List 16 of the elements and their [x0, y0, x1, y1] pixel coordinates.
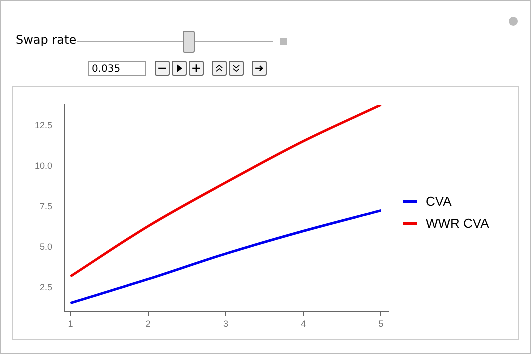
y-tick-label: 7.5 — [40, 201, 53, 212]
text: Swap rate — [16, 33, 77, 47]
input-field: 0.035 — [88, 61, 146, 76]
y-tick-label: 12.5 — [34, 120, 53, 131]
x-tick-label: 4 — [301, 319, 306, 330]
y-tick-label: 10.0 — [34, 160, 53, 171]
y-tick-label: 2.5 — [40, 282, 53, 292]
legend-label: WWR CVA — [426, 216, 490, 230]
legend-label: CVA — [426, 194, 452, 208]
line-series — [69, 209, 382, 305]
y-tick-label: 5.0 — [40, 242, 53, 252]
x-tick-label: 2 — [146, 319, 151, 330]
x-tick-label: 3 — [223, 319, 228, 330]
x-tick-label: 5 — [378, 319, 384, 330]
line-series — [69, 105, 382, 278]
x-tick-label: 1 — [68, 319, 74, 330]
